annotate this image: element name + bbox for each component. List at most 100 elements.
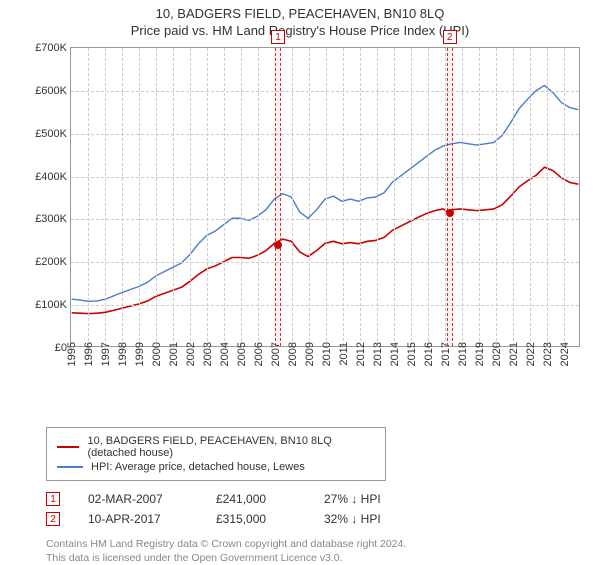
x-tick-label: 2020 <box>491 342 503 382</box>
sales-table: 1 02-MAR-2007 £241,000 27% ↓ HPI 2 10-AP… <box>46 489 600 529</box>
sale-price: £315,000 <box>216 512 296 526</box>
gridline-v <box>394 48 395 346</box>
x-tick-label: 2010 <box>321 342 333 382</box>
gridline-v <box>105 48 106 346</box>
gridline-v <box>377 48 378 346</box>
x-tick-label: 2024 <box>559 342 571 382</box>
gridline-h <box>71 219 579 220</box>
x-tick-label: 2014 <box>389 342 401 382</box>
footer-line: Contains HM Land Registry data © Crown c… <box>46 537 600 551</box>
gridline-v <box>139 48 140 346</box>
x-tick-label: 2006 <box>253 342 265 382</box>
y-tick-label: £0 <box>27 342 71 354</box>
x-tick-label: 2016 <box>423 342 435 382</box>
x-tick-label: 1999 <box>134 342 146 382</box>
y-tick-label: £600K <box>27 85 71 97</box>
x-tick-label: 2018 <box>457 342 469 382</box>
sale-marker-dot <box>274 241 282 249</box>
line-layer <box>71 48 579 346</box>
legend-item-property: 10, BADGERS FIELD, PEACEHAVEN, BN10 8LQ … <box>57 434 375 460</box>
gridline-h <box>71 305 579 306</box>
y-tick-label: £200K <box>27 256 71 268</box>
sale-row: 2 10-APR-2017 £315,000 32% ↓ HPI <box>46 509 600 529</box>
series-property <box>72 167 579 313</box>
page-title: 10, BADGERS FIELD, PEACEHAVEN, BN10 8LQ <box>0 0 600 21</box>
sale-date: 02-MAR-2007 <box>88 492 188 506</box>
sale-vs-hpi: 27% ↓ HPI <box>324 492 381 506</box>
x-tick-label: 2017 <box>440 342 452 382</box>
gridline-v <box>292 48 293 346</box>
sale-marker-dot <box>446 209 454 217</box>
x-tick-label: 2013 <box>372 342 384 382</box>
x-tick-label: 2023 <box>542 342 554 382</box>
x-tick-label: 2021 <box>508 342 520 382</box>
series-hpi <box>72 85 579 301</box>
sale-date: 10-APR-2017 <box>88 512 188 526</box>
gridline-v <box>88 48 89 346</box>
sale-badge: 2 <box>46 512 60 526</box>
sale-badge-marker: 1 <box>271 30 285 44</box>
gridline-v <box>224 48 225 346</box>
gridline-v <box>496 48 497 346</box>
gridline-v <box>173 48 174 346</box>
gridline-h <box>71 91 579 92</box>
gridline-v <box>190 48 191 346</box>
x-tick-label: 2015 <box>406 342 418 382</box>
x-tick-label: 1997 <box>100 342 112 382</box>
sale-highlight-band <box>275 48 281 346</box>
x-tick-label: 2011 <box>338 342 350 382</box>
gridline-v <box>530 48 531 346</box>
chart-area: £0 £100K £200K £300K £400K £500K £600K £700K 199… <box>30 42 590 387</box>
legend-item-hpi: HPI: Average price, detached house, Lewe… <box>57 460 375 474</box>
gridline-v <box>156 48 157 346</box>
gridline-v <box>411 48 412 346</box>
x-tick-label: 2008 <box>287 342 299 382</box>
x-tick-label: 2007 <box>270 342 282 382</box>
gridline-v <box>241 48 242 346</box>
legend-swatch <box>57 446 79 448</box>
chart-container: 10, BADGERS FIELD, PEACEHAVEN, BN10 8LQ … <box>0 0 600 560</box>
gridline-v <box>547 48 548 346</box>
footer: Contains HM Land Registry data © Crown c… <box>46 537 600 565</box>
x-tick-label: 2005 <box>236 342 248 382</box>
legend-swatch <box>57 466 83 468</box>
x-tick-label: 2003 <box>202 342 214 382</box>
sale-price: £241,000 <box>216 492 296 506</box>
y-tick-label: £400K <box>27 171 71 183</box>
legend-label: 10, BADGERS FIELD, PEACEHAVEN, BN10 8LQ … <box>87 435 375 459</box>
gridline-v <box>343 48 344 346</box>
page-subtitle: Price paid vs. HM Land Registry's House … <box>0 21 600 42</box>
footer-line: This data is licensed under the Open Gov… <box>46 551 600 565</box>
sale-highlight-band <box>447 48 453 346</box>
sale-vs-hpi: 32% ↓ HPI <box>324 512 381 526</box>
gridline-h <box>71 262 579 263</box>
y-tick-label: £500K <box>27 128 71 140</box>
y-tick-label: £300K <box>27 213 71 225</box>
x-tick-label: 1995 <box>66 342 78 382</box>
x-tick-label: 2004 <box>219 342 231 382</box>
sale-badge-marker: 2 <box>443 30 457 44</box>
x-tick-label: 2012 <box>355 342 367 382</box>
gridline-v <box>479 48 480 346</box>
sale-row: 1 02-MAR-2007 £241,000 27% ↓ HPI <box>46 489 600 509</box>
x-tick-label: 1996 <box>83 342 95 382</box>
gridline-v <box>207 48 208 346</box>
gridline-v <box>564 48 565 346</box>
y-tick-label: £700K <box>27 42 71 54</box>
gridline-v <box>309 48 310 346</box>
gridline-h <box>71 134 579 135</box>
legend: 10, BADGERS FIELD, PEACEHAVEN, BN10 8LQ … <box>46 427 386 481</box>
gridline-v <box>326 48 327 346</box>
x-tick-label: 2002 <box>185 342 197 382</box>
x-tick-label: 2000 <box>151 342 163 382</box>
y-tick-label: £100K <box>27 299 71 311</box>
legend-label: HPI: Average price, detached house, Lewe… <box>91 461 305 473</box>
gridline-v <box>513 48 514 346</box>
x-tick-label: 1998 <box>117 342 129 382</box>
gridline-v <box>258 48 259 346</box>
x-tick-label: 2009 <box>304 342 316 382</box>
gridline-h <box>71 177 579 178</box>
gridline-v <box>360 48 361 346</box>
sale-badge: 1 <box>46 492 60 506</box>
x-tick-label: 2001 <box>168 342 180 382</box>
